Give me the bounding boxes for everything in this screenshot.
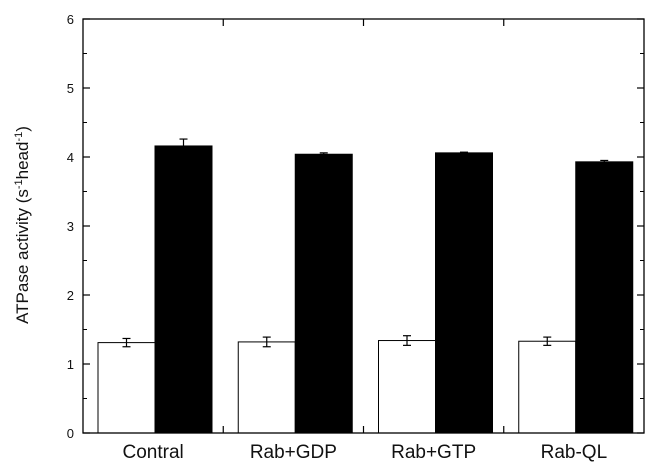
y-axis-title-sup1: -1 [13,179,25,189]
bar [378,340,436,434]
bar [154,145,213,434]
y-axis-title-prefix: ATPase activity (s [13,189,32,324]
x-tick-label: Rab-QL [541,442,608,463]
bar [97,342,156,434]
bar [435,152,493,434]
labels-layer: Contral Rab+GDP Rab+GTP Rab-QL 0 1 2 3 4 5 6 [67,12,607,463]
x-tick-label: Contral [123,442,184,463]
y-tick-label: 0 [67,426,74,441]
y-axis-title-suffix: ) [13,126,32,132]
y-axis-title-sup2: -1 [13,132,25,142]
y-tick-label: 2 [67,288,74,303]
y-axis-title: ATPase activity (s-1head-1) [13,126,32,324]
axes-layer [82,18,645,434]
bar [294,153,353,434]
y-tick-label: 3 [67,219,74,234]
y-tick-label: 5 [67,81,74,96]
y-tick-label: 4 [67,150,74,165]
x-tick-label: Rab+GTP [391,442,476,463]
bar [518,340,577,434]
bars-layer [97,145,634,434]
bar [575,161,634,434]
y-axis-title-middle: head [13,142,32,180]
error-bars-layer [122,138,609,348]
y-tick-label: 6 [67,12,74,27]
x-tick-label: Rab+GDP [250,442,337,463]
bar [237,341,296,434]
y-tick-label: 1 [67,357,74,372]
